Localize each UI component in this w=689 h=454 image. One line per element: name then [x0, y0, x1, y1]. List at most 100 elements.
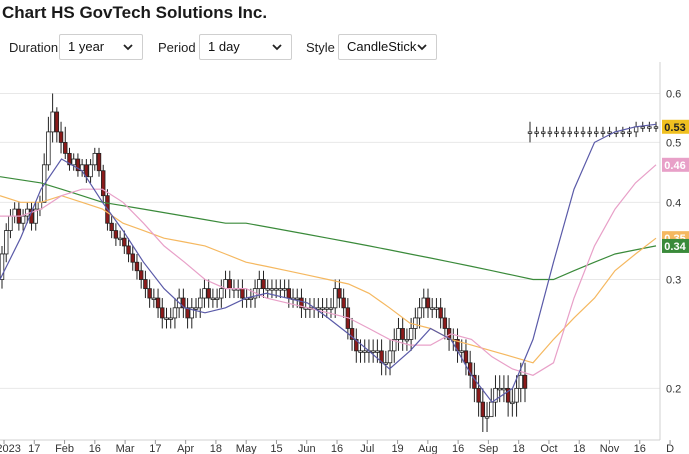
x-tick-label: 15	[270, 443, 282, 454]
y-tick-label: 0.5	[666, 137, 681, 149]
candle-body	[96, 152, 102, 172]
candle-body	[514, 387, 519, 403]
candle-body	[567, 131, 572, 134]
candle-body	[430, 307, 435, 310]
candle-body	[189, 307, 194, 319]
candle-body	[286, 288, 292, 299]
candle-body	[337, 288, 342, 299]
candle-body	[463, 350, 469, 364]
candle-body	[442, 317, 448, 329]
candle-body	[282, 288, 287, 291]
candle-body	[185, 307, 190, 319]
candle-body	[155, 297, 161, 309]
candle-body	[206, 288, 211, 299]
candle-body	[92, 152, 97, 166]
candle-body	[63, 142, 68, 154]
candle-body	[417, 307, 422, 319]
period-select[interactable]: 1 day	[199, 34, 292, 60]
candle-body	[560, 131, 566, 134]
x-tick-label: 18	[210, 443, 222, 454]
candle-body	[375, 350, 380, 353]
candle-body	[164, 317, 169, 320]
candle-body	[58, 131, 64, 143]
x-tick-label: May	[236, 443, 257, 454]
candle-body	[223, 279, 228, 290]
x-tick-label: 16	[452, 443, 464, 454]
y-tick-label: 0.6	[666, 88, 681, 100]
candle-body	[126, 245, 131, 255]
x-tick-label: Nov	[600, 443, 620, 454]
style-select[interactable]: CandleStick	[338, 34, 437, 60]
candle-body	[12, 208, 17, 217]
candle-body	[151, 297, 157, 300]
candle-body	[534, 131, 539, 134]
candle-body	[640, 126, 645, 129]
candle-body	[109, 222, 114, 231]
candle-body	[46, 131, 51, 166]
candle-body	[324, 307, 329, 310]
candle-body	[501, 387, 507, 391]
candle-body	[354, 339, 359, 352]
x-tick-label: 16	[634, 443, 646, 454]
candle-body	[320, 307, 325, 310]
plot-area	[0, 62, 660, 440]
price-tag	[662, 157, 689, 172]
candle-body	[278, 288, 283, 291]
candle-body	[67, 152, 72, 166]
candle-body	[600, 131, 606, 134]
duration-label: Duration	[9, 40, 59, 55]
candle-body	[425, 297, 431, 309]
candle-body	[333, 288, 338, 309]
candle-body	[413, 317, 418, 329]
x-tick-label: 17	[149, 443, 161, 454]
candle-body	[370, 350, 376, 353]
candle-body	[193, 307, 199, 310]
duration-select[interactable]: 1 year	[59, 34, 143, 60]
candle-body	[476, 387, 481, 403]
chevron-down-icon	[123, 44, 133, 51]
candle-body	[210, 297, 216, 300]
x-tick-label: 18	[513, 443, 525, 454]
candle-body	[489, 401, 494, 418]
candle-body	[527, 131, 533, 134]
price-tag-label: 0.34	[664, 241, 686, 253]
candle-body	[25, 208, 30, 217]
chevron-down-icon	[417, 44, 427, 51]
candle-body	[122, 237, 127, 247]
period-label: Period	[158, 40, 196, 55]
candle-body	[54, 111, 60, 133]
candle-body	[181, 297, 186, 309]
style-value: CandleStick	[347, 39, 417, 54]
candle-body	[269, 288, 275, 291]
x-tick-label: Oct	[540, 443, 557, 454]
candle-body	[202, 288, 207, 299]
candle-body	[88, 164, 93, 178]
x-tick-label: 19	[391, 443, 403, 454]
series-line	[0, 176, 657, 281]
candle-body	[497, 387, 502, 391]
candle-body	[505, 387, 511, 403]
candle-body	[240, 288, 245, 299]
candle-body	[408, 328, 414, 340]
y-tick-label: 0.4	[666, 197, 681, 209]
candle-body	[480, 401, 486, 418]
candle-body	[574, 131, 579, 134]
candle-body	[273, 288, 279, 291]
chevron-down-icon	[272, 44, 282, 51]
candle-body	[349, 328, 355, 340]
candle-body	[143, 279, 148, 290]
candle-body	[404, 339, 410, 342]
y-tick-label: 0.3	[666, 275, 681, 287]
candle-body	[172, 307, 178, 319]
candle-body	[522, 374, 528, 389]
x-tick-label: 18	[573, 443, 585, 454]
candle-body	[647, 126, 652, 129]
candle-body	[214, 297, 220, 300]
y-tick-label: 0.2	[666, 383, 681, 395]
candle-body	[484, 416, 490, 419]
candle-body	[168, 317, 173, 320]
candle-body	[392, 339, 397, 352]
x-tick-label: D	[666, 443, 674, 454]
